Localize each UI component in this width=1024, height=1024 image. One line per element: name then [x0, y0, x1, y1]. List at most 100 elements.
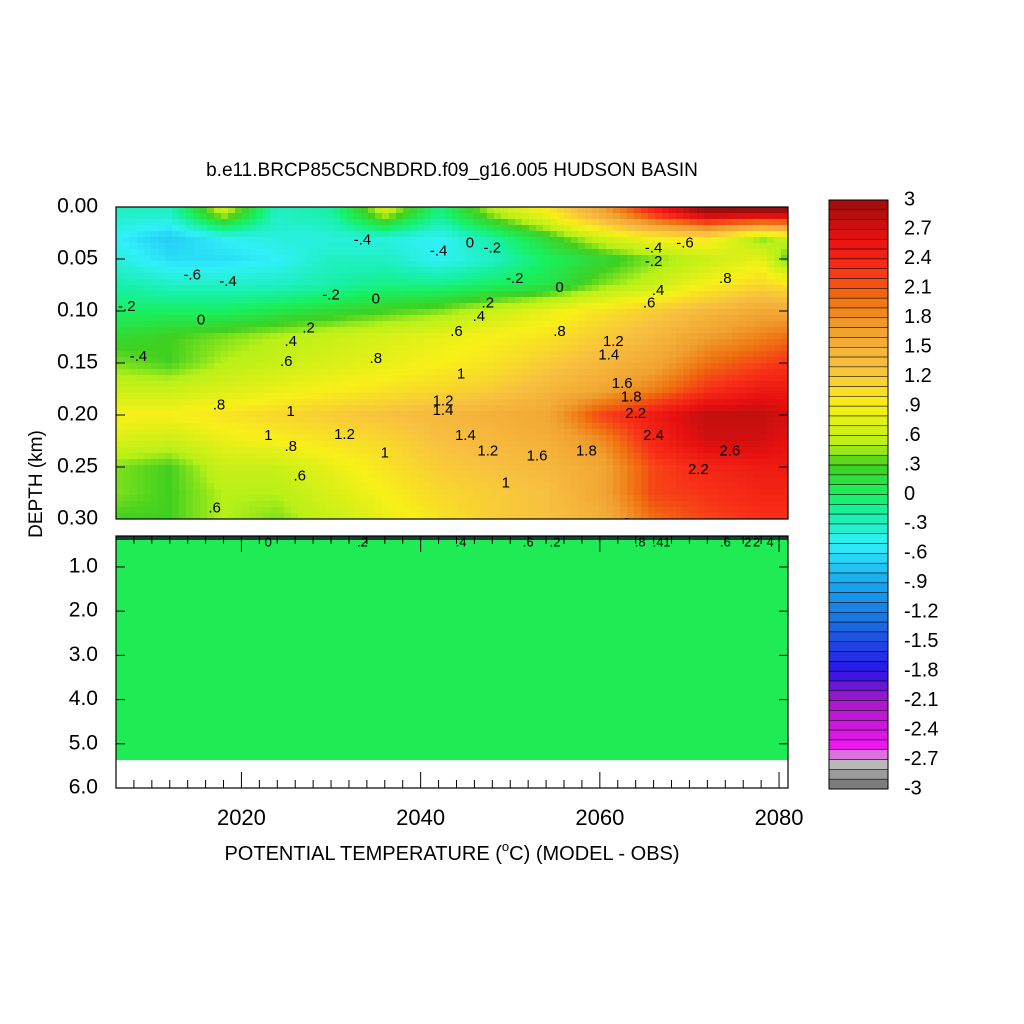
heatmap-cell	[746, 213, 754, 220]
heatmap-cell	[361, 333, 369, 340]
heatmap-cell	[277, 489, 285, 496]
heatmap-cell	[452, 321, 460, 328]
heatmap-cell	[641, 261, 649, 268]
heatmap-cell	[585, 429, 593, 436]
heatmap-cell	[746, 225, 754, 232]
heatmap-cell	[585, 333, 593, 340]
heatmap-cell	[235, 279, 243, 286]
heatmap-cell	[382, 357, 390, 364]
heatmap-cell	[725, 243, 733, 250]
heatmap-cell	[536, 429, 544, 436]
heatmap-cell	[312, 363, 320, 370]
heatmap-cell	[606, 507, 614, 514]
heatmap-cell	[340, 411, 348, 418]
heatmap-cell	[522, 333, 530, 340]
heatmap-cell	[144, 495, 152, 502]
heatmap-cell	[312, 513, 320, 519]
heatmap-cell	[158, 297, 166, 304]
heatmap-cell	[564, 309, 572, 316]
heatmap-cell	[557, 417, 565, 424]
heatmap-cell	[634, 243, 642, 250]
heatmap-cell	[228, 375, 236, 382]
heatmap-cell	[578, 459, 586, 466]
heatmap-cell	[543, 207, 551, 214]
heatmap-cell	[172, 261, 180, 268]
heatmap-cell	[228, 387, 236, 394]
heatmap-cell	[389, 429, 397, 436]
heatmap-cell	[550, 489, 558, 496]
heatmap-cell	[116, 513, 124, 519]
heatmap-cell	[732, 447, 740, 454]
heatmap-cell	[123, 339, 131, 346]
heatmap-cell	[158, 333, 166, 340]
heatmap-cell	[403, 483, 411, 490]
heatmap-cell	[683, 357, 691, 364]
heatmap-cell	[361, 261, 369, 268]
heatmap-cell	[277, 315, 285, 322]
heatmap-cell	[557, 267, 565, 274]
heatmap-cell	[634, 393, 642, 400]
heatmap-cell	[396, 327, 404, 334]
heatmap-cell	[676, 381, 684, 388]
heatmap-cell	[284, 453, 292, 460]
heatmap-cell	[130, 375, 138, 382]
heatmap-cell	[641, 225, 649, 232]
heatmap-cell	[690, 417, 698, 424]
heatmap-cell	[487, 495, 495, 502]
heatmap-cell	[347, 393, 355, 400]
heatmap-cell	[410, 315, 418, 322]
heatmap-cell	[550, 273, 558, 280]
heatmap-cell	[501, 333, 509, 340]
heatmap-cell	[599, 225, 607, 232]
heatmap-cell	[417, 213, 425, 220]
heatmap-cell	[760, 309, 768, 316]
heatmap-cell	[249, 399, 257, 406]
heatmap-cell	[382, 207, 390, 214]
heatmap-cell	[767, 267, 775, 274]
heatmap-cell	[333, 255, 341, 262]
heatmap-cell	[235, 501, 243, 508]
heatmap-cell	[550, 213, 558, 220]
heatmap-cell	[438, 513, 446, 519]
heatmap-cell	[599, 387, 607, 394]
heatmap-cell	[732, 417, 740, 424]
heatmap-cell	[249, 423, 257, 430]
heatmap-cell	[466, 333, 474, 340]
heatmap-cell	[235, 417, 243, 424]
heatmap-cell	[431, 477, 439, 484]
heatmap-cell	[256, 501, 264, 508]
heatmap-cell	[487, 477, 495, 484]
heatmap-cell	[137, 261, 145, 268]
heatmap-cell	[291, 315, 299, 322]
heatmap-cell	[774, 501, 782, 508]
heatmap-cell	[186, 321, 194, 328]
heatmap-cell	[214, 501, 222, 508]
heatmap-cell	[711, 417, 719, 424]
heatmap-cell	[116, 315, 124, 322]
heatmap-cell	[340, 405, 348, 412]
heatmap-cell	[466, 453, 474, 460]
heatmap-cell	[578, 321, 586, 328]
heatmap-cell	[508, 375, 516, 382]
heatmap-cell	[396, 489, 404, 496]
heatmap-cell	[410, 447, 418, 454]
heatmap-cell	[683, 471, 691, 478]
heatmap-cell	[564, 489, 572, 496]
heatmap-cell	[529, 459, 537, 466]
heatmap-cell	[347, 357, 355, 364]
heatmap-cell	[256, 267, 264, 274]
heatmap-cell	[410, 513, 418, 519]
heatmap-cell	[144, 513, 152, 519]
heatmap-cell	[123, 327, 131, 334]
heatmap-cell	[333, 507, 341, 514]
heatmap-cell	[767, 369, 775, 376]
heatmap-cell	[515, 459, 523, 466]
heatmap-cell	[165, 363, 173, 370]
heatmap-cell	[648, 255, 656, 262]
heatmap-cell	[564, 417, 572, 424]
heatmap-cell	[508, 417, 516, 424]
heatmap-cell	[522, 219, 530, 226]
heatmap-cell	[466, 261, 474, 268]
heatmap-cell	[445, 333, 453, 340]
heatmap-cell	[676, 327, 684, 334]
